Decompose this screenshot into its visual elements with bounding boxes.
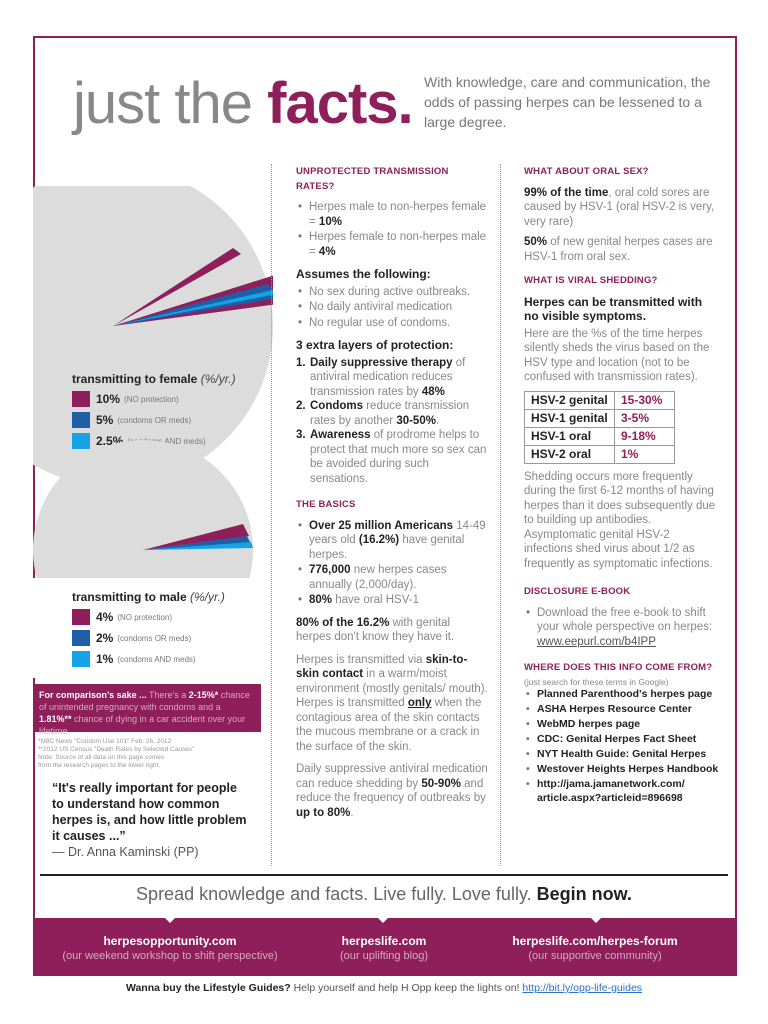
band-link-forum[interactable]: herpeslife.com/herpes-forum (our supporti… — [512, 934, 678, 962]
paragraph: 80% of the 16.2% with genital herpes don… — [296, 616, 455, 644]
band-link-blog[interactable]: herpeslife.com (our uplifting blog) — [339, 934, 429, 962]
male-legend-item: 1% (condoms AND meds) — [72, 651, 225, 667]
section-heading: WHAT IS VIRAL SHEDDING? — [524, 275, 658, 286]
list-item: No daily antiviral medication — [296, 300, 488, 315]
shedding-table: HSV-2 genital 15-30% HSV-1 genital 3-5% HS… — [524, 390, 675, 464]
male-legend-item: 4% (NO protection) — [72, 609, 225, 625]
quote-author: — Dr. Anna Kaminski (PP) — [52, 845, 199, 859]
list-item: No sex during active outbreaks. — [296, 285, 488, 300]
list-item: No regular use of condoms. — [296, 316, 488, 331]
table-row: HSV-2 oral 1% — [524, 444, 675, 464]
female-legend-title: transmitting to female (%/yr.) — [72, 372, 236, 386]
links-band — [33, 918, 737, 976]
list-item: Over 25 million Americans 14-49 years ol… — [296, 519, 488, 563]
list-item: 2. Condoms reduce transmission rates by a… — [296, 400, 470, 427]
doctor-quote: “It's really important for people to und… — [52, 780, 252, 860]
subheading: Herpes can be transmitted with no visibl… — [524, 294, 703, 324]
footer: Wanna buy the Lifestyle Guides? Help you… — [125, 982, 643, 994]
source-item: WebMD herpes page — [524, 717, 719, 731]
male-legend-title: transmitting to male (%/yr.) — [72, 590, 225, 604]
section-heading: WHERE DOES THIS INFO COME FROM? — [524, 662, 713, 673]
list-item: Herpes male to non-herpes female = 10% — [296, 200, 488, 229]
band-link-workshop[interactable]: herpesopportunity.com (our weekend worksh… — [62, 934, 278, 962]
paragraph: Here are the %s of the time herpes silen… — [524, 327, 710, 384]
table-row: HSV-1 genital 3-5% — [524, 408, 675, 428]
comparison-box: For comparison's sake ... There's a 2-15… — [33, 684, 261, 736]
band-notch — [163, 916, 177, 923]
male-legend: transmitting to male (%/yr.) 4% (NO prote… — [72, 590, 225, 667]
paragraph: Shedding occurs more frequently during t… — [524, 470, 716, 570]
ebook-link[interactable]: www.eepurl.com/b4IPP — [537, 635, 656, 648]
paragraph: 50% of new genital herpes cases are HSV-… — [524, 236, 713, 263]
male-legend-item: 2% (condoms OR meds) — [72, 630, 225, 646]
column-divider — [271, 164, 272, 866]
source-item: Planned Parenthood's herpes page — [524, 687, 719, 701]
sources-footnote: *NBC News "Condom Use 101" Feb. 26, 2012… — [38, 738, 195, 769]
list-item: 3. Awareness of prodrome helps to protect… — [296, 429, 487, 485]
lifestyle-guides-link[interactable]: http://bit.ly/opp-life-guides — [522, 982, 643, 994]
section-heading: THE BASICS — [296, 499, 356, 510]
subheading: Assumes the following: — [296, 267, 431, 281]
female-legend: transmitting to female (%/yr.) 10% (NO pr… — [72, 372, 236, 449]
right-column: WHAT ABOUT ORAL SEX? 99% of the time, or… — [524, 165, 719, 806]
paragraph: Herpes is transmitted via skin-to-skin c… — [296, 653, 488, 753]
source-item: Westover Heights Herpes Handbook — [524, 762, 719, 776]
list-item: 776,000 new herpes cases annually (2,000… — [296, 563, 488, 592]
list-item: 1. Daily suppressive therapy of antiviral… — [296, 356, 466, 398]
source-item: http://jama.jamanetwork.com/ article.asp… — [524, 777, 719, 805]
female-pie-chart — [33, 186, 273, 486]
band-notch — [376, 916, 390, 923]
source-item: ASHA Herpes Resource Center — [524, 702, 719, 716]
paragraph: 99% of the time, oral cold sores are cau… — [524, 186, 715, 228]
list-item: Download the free e-book to shift your w… — [524, 606, 719, 650]
source-hint: (just search for these terms in Google) — [524, 676, 669, 687]
section-heading: DISCLOSURE E-BOOK — [524, 586, 631, 597]
table-row: HSV-2 genital 15-30% — [524, 390, 675, 410]
tagline: Spread knowledge and facts. Live fully. … — [136, 884, 632, 904]
list-item: Herpes female to non-herpes male = 4% — [296, 230, 488, 259]
table-row: HSV-1 oral 9-18% — [524, 426, 675, 446]
list-item: 80% have oral HSV-1 — [296, 593, 488, 608]
male-pie-chart — [33, 440, 253, 580]
female-legend-item: 5% (condoms OR meds) — [72, 412, 236, 428]
page-title: just the facts. — [73, 71, 414, 136]
paragraph: Daily suppressive antiviral medication c… — [296, 763, 488, 819]
female-legend-item: 10% (NO protection) — [72, 391, 236, 407]
column-divider — [500, 164, 501, 866]
section-heading: UNPROTECTED TRANSMISSION RATES? — [296, 166, 449, 192]
source-item: CDC: Genital Herpes Fact Sheet — [524, 732, 719, 746]
band-notch — [589, 916, 603, 923]
intro-text: With knowledge, care and communication, … — [424, 74, 711, 130]
middle-column: UNPROTECTED TRANSMISSION RATES? Herpes m… — [296, 165, 488, 820]
source-item: NYT Health Guide: Genital Herpes — [524, 747, 719, 761]
subheading: 3 extra layers of protection: — [296, 338, 454, 352]
section-heading: WHAT ABOUT ORAL SEX? — [524, 166, 649, 177]
page-frame — [33, 36, 737, 976]
divider — [40, 874, 728, 876]
